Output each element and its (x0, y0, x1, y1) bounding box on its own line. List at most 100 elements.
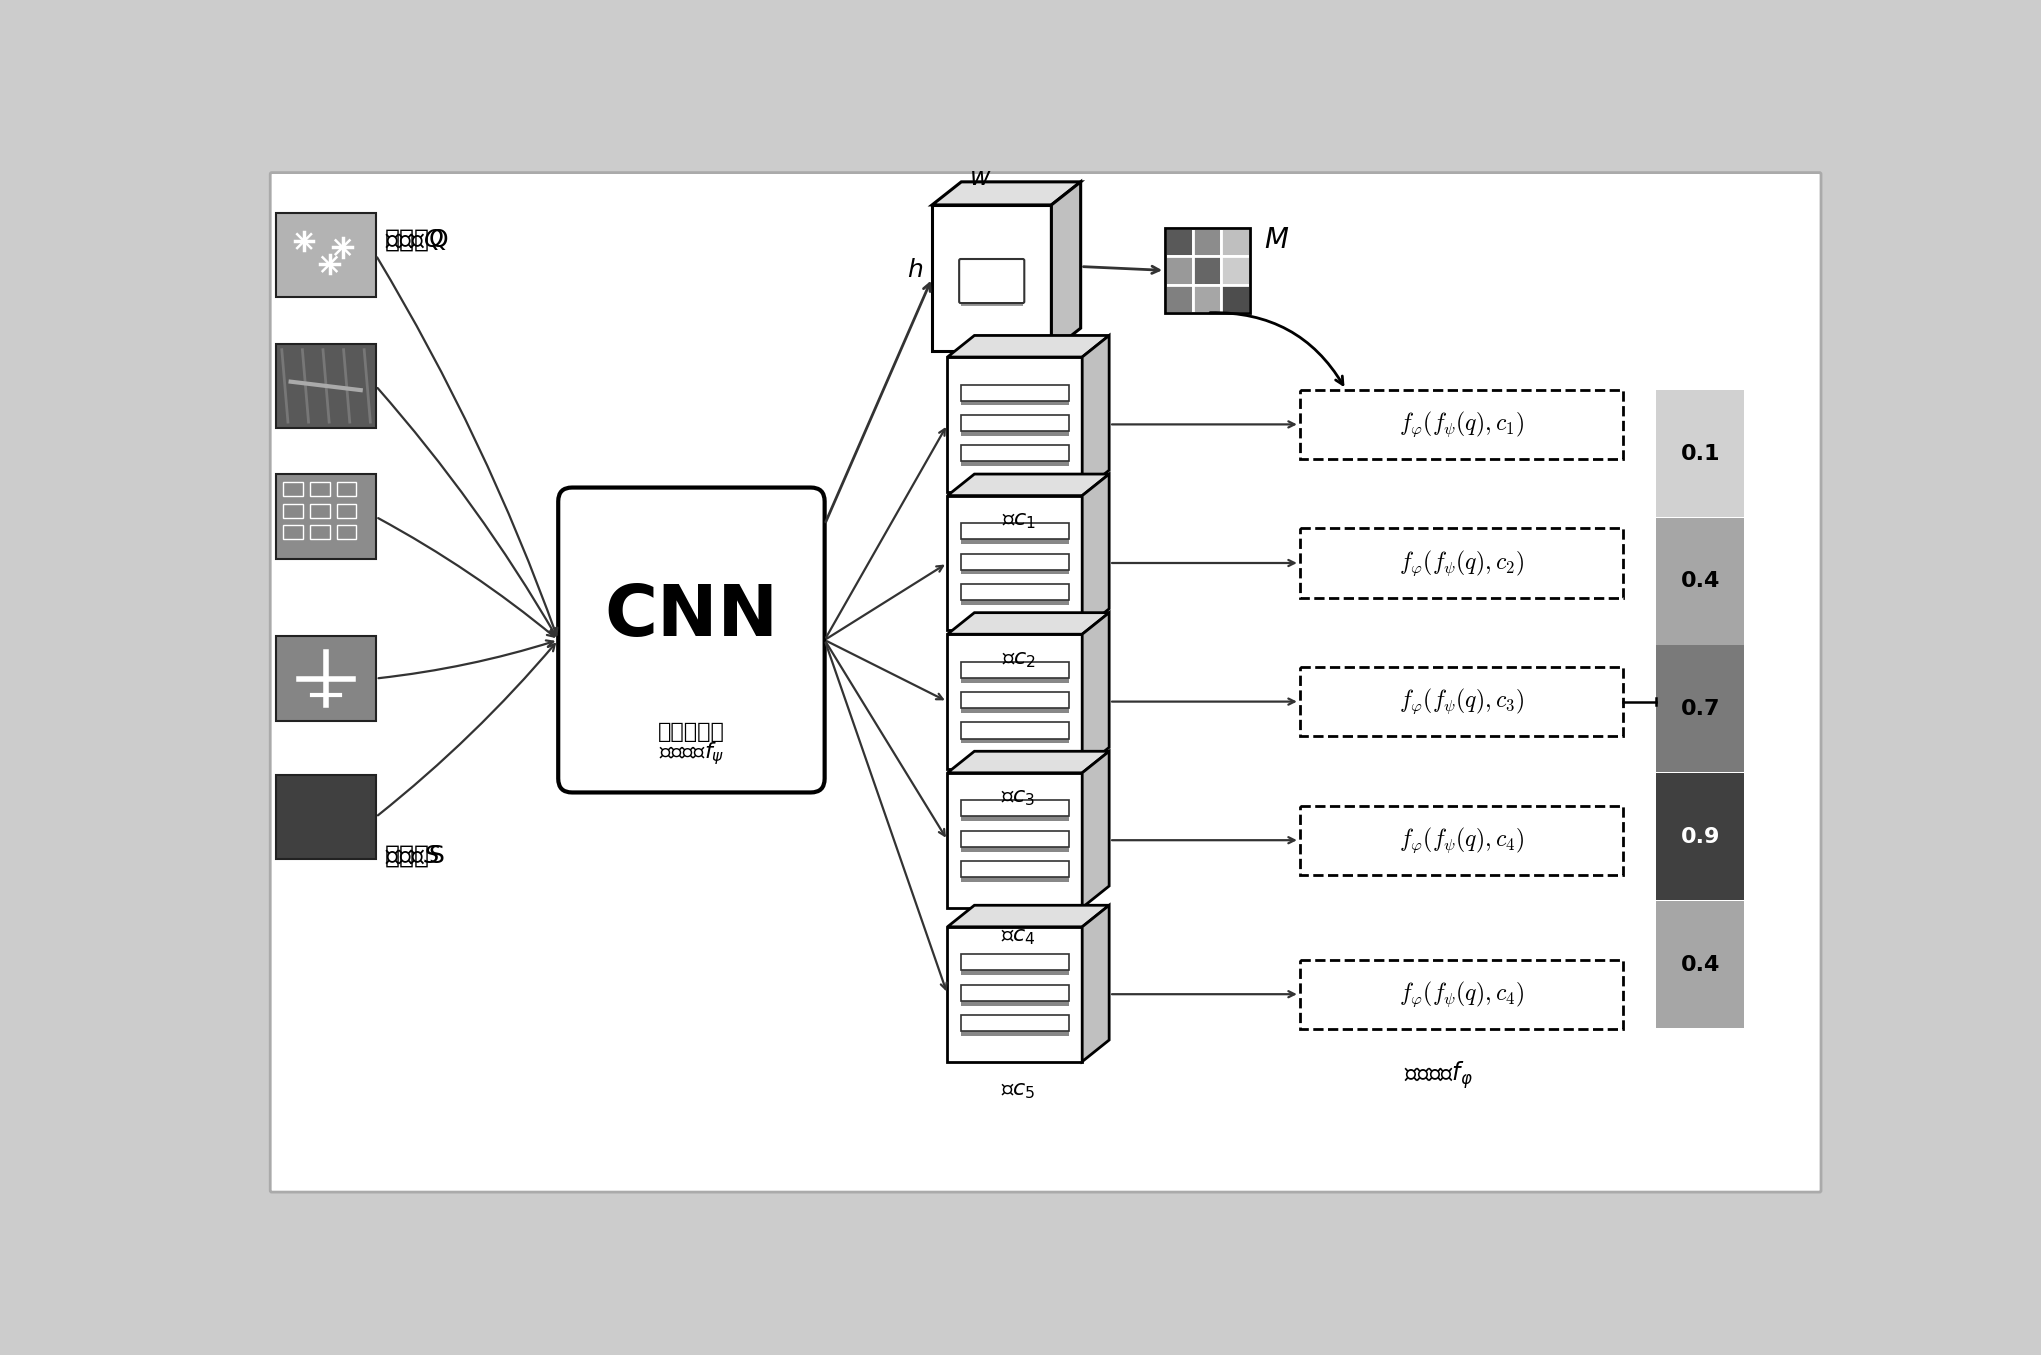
FancyBboxPatch shape (959, 259, 1025, 304)
Bar (961, 813, 1069, 821)
Bar (961, 675, 1069, 683)
Bar (276, 213, 376, 297)
Text: 类$c_2$: 类$c_2$ (1002, 649, 1035, 669)
Bar (961, 1028, 1069, 1037)
FancyBboxPatch shape (961, 1015, 1069, 1031)
Text: 类$c_5$: 类$c_5$ (1002, 1081, 1037, 1100)
Polygon shape (947, 751, 1108, 772)
Polygon shape (1082, 751, 1108, 908)
Bar (276, 635, 376, 721)
Text: 类$c_4$: 类$c_4$ (1002, 927, 1037, 947)
FancyBboxPatch shape (961, 385, 1069, 401)
Text: CNN: CNN (604, 583, 778, 652)
Bar (961, 967, 1069, 976)
Text: 0.9: 0.9 (1680, 827, 1721, 847)
FancyBboxPatch shape (961, 446, 1069, 462)
Text: 类$c_3$: 类$c_3$ (1002, 789, 1037, 808)
FancyBboxPatch shape (961, 860, 1069, 877)
Polygon shape (1082, 612, 1108, 770)
FancyBboxPatch shape (1300, 528, 1623, 598)
Text: 嵌入模块$f_\psi$: 嵌入模块$f_\psi$ (659, 741, 725, 767)
Text: $f_{\varphi}(f_{\psi}(q),c_4)$: $f_{\varphi}(f_{\psi}(q),c_4)$ (1398, 980, 1525, 1009)
Text: $f_{\varphi}(f_{\psi}(q),c_2)$: $f_{\varphi}(f_{\psi}(q),c_2)$ (1398, 549, 1525, 577)
Bar (1194, 256, 1221, 285)
Polygon shape (947, 336, 1108, 356)
Text: 支持集S: 支持集S (386, 844, 445, 867)
Bar (961, 428, 1069, 436)
Bar (1221, 256, 1249, 285)
Bar (284, 504, 302, 518)
Bar (337, 526, 357, 539)
Bar (961, 736, 1069, 744)
FancyBboxPatch shape (1300, 390, 1623, 459)
Text: $M$: $M$ (1263, 225, 1288, 253)
Bar (961, 874, 1069, 882)
Text: $f_{\varphi}(f_{\psi}(q),c_3)$: $f_{\varphi}(f_{\psi}(q),c_3)$ (1398, 687, 1525, 717)
Text: 支持集$S$: 支持集$S$ (386, 844, 441, 867)
FancyBboxPatch shape (961, 831, 1069, 847)
FancyBboxPatch shape (1300, 667, 1623, 736)
Text: 0.4: 0.4 (1680, 955, 1721, 976)
Bar (276, 344, 376, 428)
Bar (961, 999, 1069, 1005)
Bar (1165, 256, 1194, 285)
FancyBboxPatch shape (559, 488, 825, 793)
Bar (1655, 774, 1745, 900)
FancyBboxPatch shape (961, 661, 1069, 678)
Bar (284, 526, 302, 539)
Bar (310, 526, 329, 539)
Text: 查询集Q: 查询集Q (386, 228, 449, 252)
FancyBboxPatch shape (269, 172, 1821, 1192)
Bar (1165, 228, 1249, 313)
Polygon shape (947, 612, 1108, 634)
Polygon shape (947, 474, 1108, 496)
Polygon shape (947, 356, 1082, 492)
Text: $w$: $w$ (969, 167, 992, 190)
FancyBboxPatch shape (961, 584, 1069, 600)
FancyBboxPatch shape (961, 801, 1069, 817)
Bar (337, 482, 357, 496)
FancyBboxPatch shape (1300, 806, 1623, 875)
Bar (310, 482, 329, 496)
Bar (284, 482, 302, 496)
Bar (1194, 285, 1221, 313)
Polygon shape (947, 927, 1082, 1061)
Text: $h$: $h$ (906, 259, 923, 282)
FancyBboxPatch shape (961, 523, 1069, 539)
Bar (1221, 285, 1249, 313)
Text: $f_{\varphi}(f_{\psi}(q),c_4)$: $f_{\varphi}(f_{\psi}(q),c_4)$ (1398, 825, 1525, 855)
FancyBboxPatch shape (961, 722, 1069, 738)
Bar (961, 566, 1069, 575)
Bar (276, 775, 376, 859)
FancyBboxPatch shape (961, 692, 1069, 709)
Bar (276, 474, 376, 560)
Bar (961, 537, 1069, 545)
Polygon shape (1051, 182, 1080, 351)
Polygon shape (947, 905, 1108, 927)
Polygon shape (1082, 474, 1108, 630)
Polygon shape (933, 182, 1080, 205)
FancyBboxPatch shape (961, 954, 1069, 970)
Polygon shape (933, 205, 1051, 351)
Text: 类$c_1$: 类$c_1$ (1002, 511, 1035, 531)
Text: 注意力深度: 注意力深度 (657, 722, 725, 743)
Bar (1655, 390, 1745, 516)
Bar (961, 598, 1069, 604)
Bar (1165, 228, 1194, 256)
Bar (1655, 901, 1745, 1028)
Bar (961, 289, 1023, 306)
Text: 0.1: 0.1 (1680, 443, 1721, 463)
Bar (310, 504, 329, 518)
Polygon shape (947, 634, 1082, 770)
Text: 0.7: 0.7 (1680, 699, 1721, 720)
FancyBboxPatch shape (961, 415, 1069, 431)
Polygon shape (1082, 336, 1108, 492)
Bar (1655, 645, 1745, 772)
FancyBboxPatch shape (961, 554, 1069, 569)
Bar (1194, 228, 1221, 256)
Bar (337, 504, 357, 518)
Bar (961, 844, 1069, 851)
FancyBboxPatch shape (1300, 959, 1623, 1028)
Bar (1221, 228, 1249, 256)
Text: $f_{\varphi}(f_{\psi}(q),c_1)$: $f_{\varphi}(f_{\psi}(q),c_1)$ (1398, 409, 1525, 439)
